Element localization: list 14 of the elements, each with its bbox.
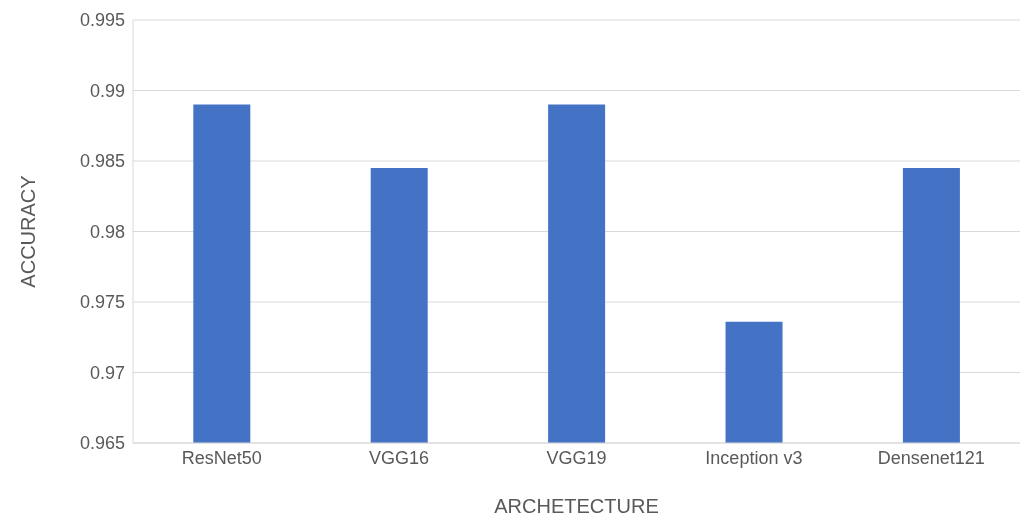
y-tick-label: 0.995 <box>79 10 125 31</box>
x-tick-label: ResNet50 <box>181 447 262 468</box>
x-axis-title: ARCHETECTURE <box>494 495 659 517</box>
y-axis-title: ACCURACY <box>17 175 40 288</box>
y-tick-label: 0.975 <box>79 292 125 313</box>
y-tick-label: 0.985 <box>79 151 125 172</box>
x-tick-label: Inception v3 <box>705 447 803 468</box>
x-tick-label: VGG16 <box>369 447 430 468</box>
y-tick-label: 0.97 <box>89 362 125 383</box>
y-tick-label: 0.965 <box>79 433 125 454</box>
x-tick-label: Densenet121 <box>877 447 985 468</box>
y-tick-label: 0.98 <box>89 221 125 242</box>
y-tick-label: 0.99 <box>89 80 125 101</box>
x-tick-label: VGG19 <box>546 447 607 468</box>
